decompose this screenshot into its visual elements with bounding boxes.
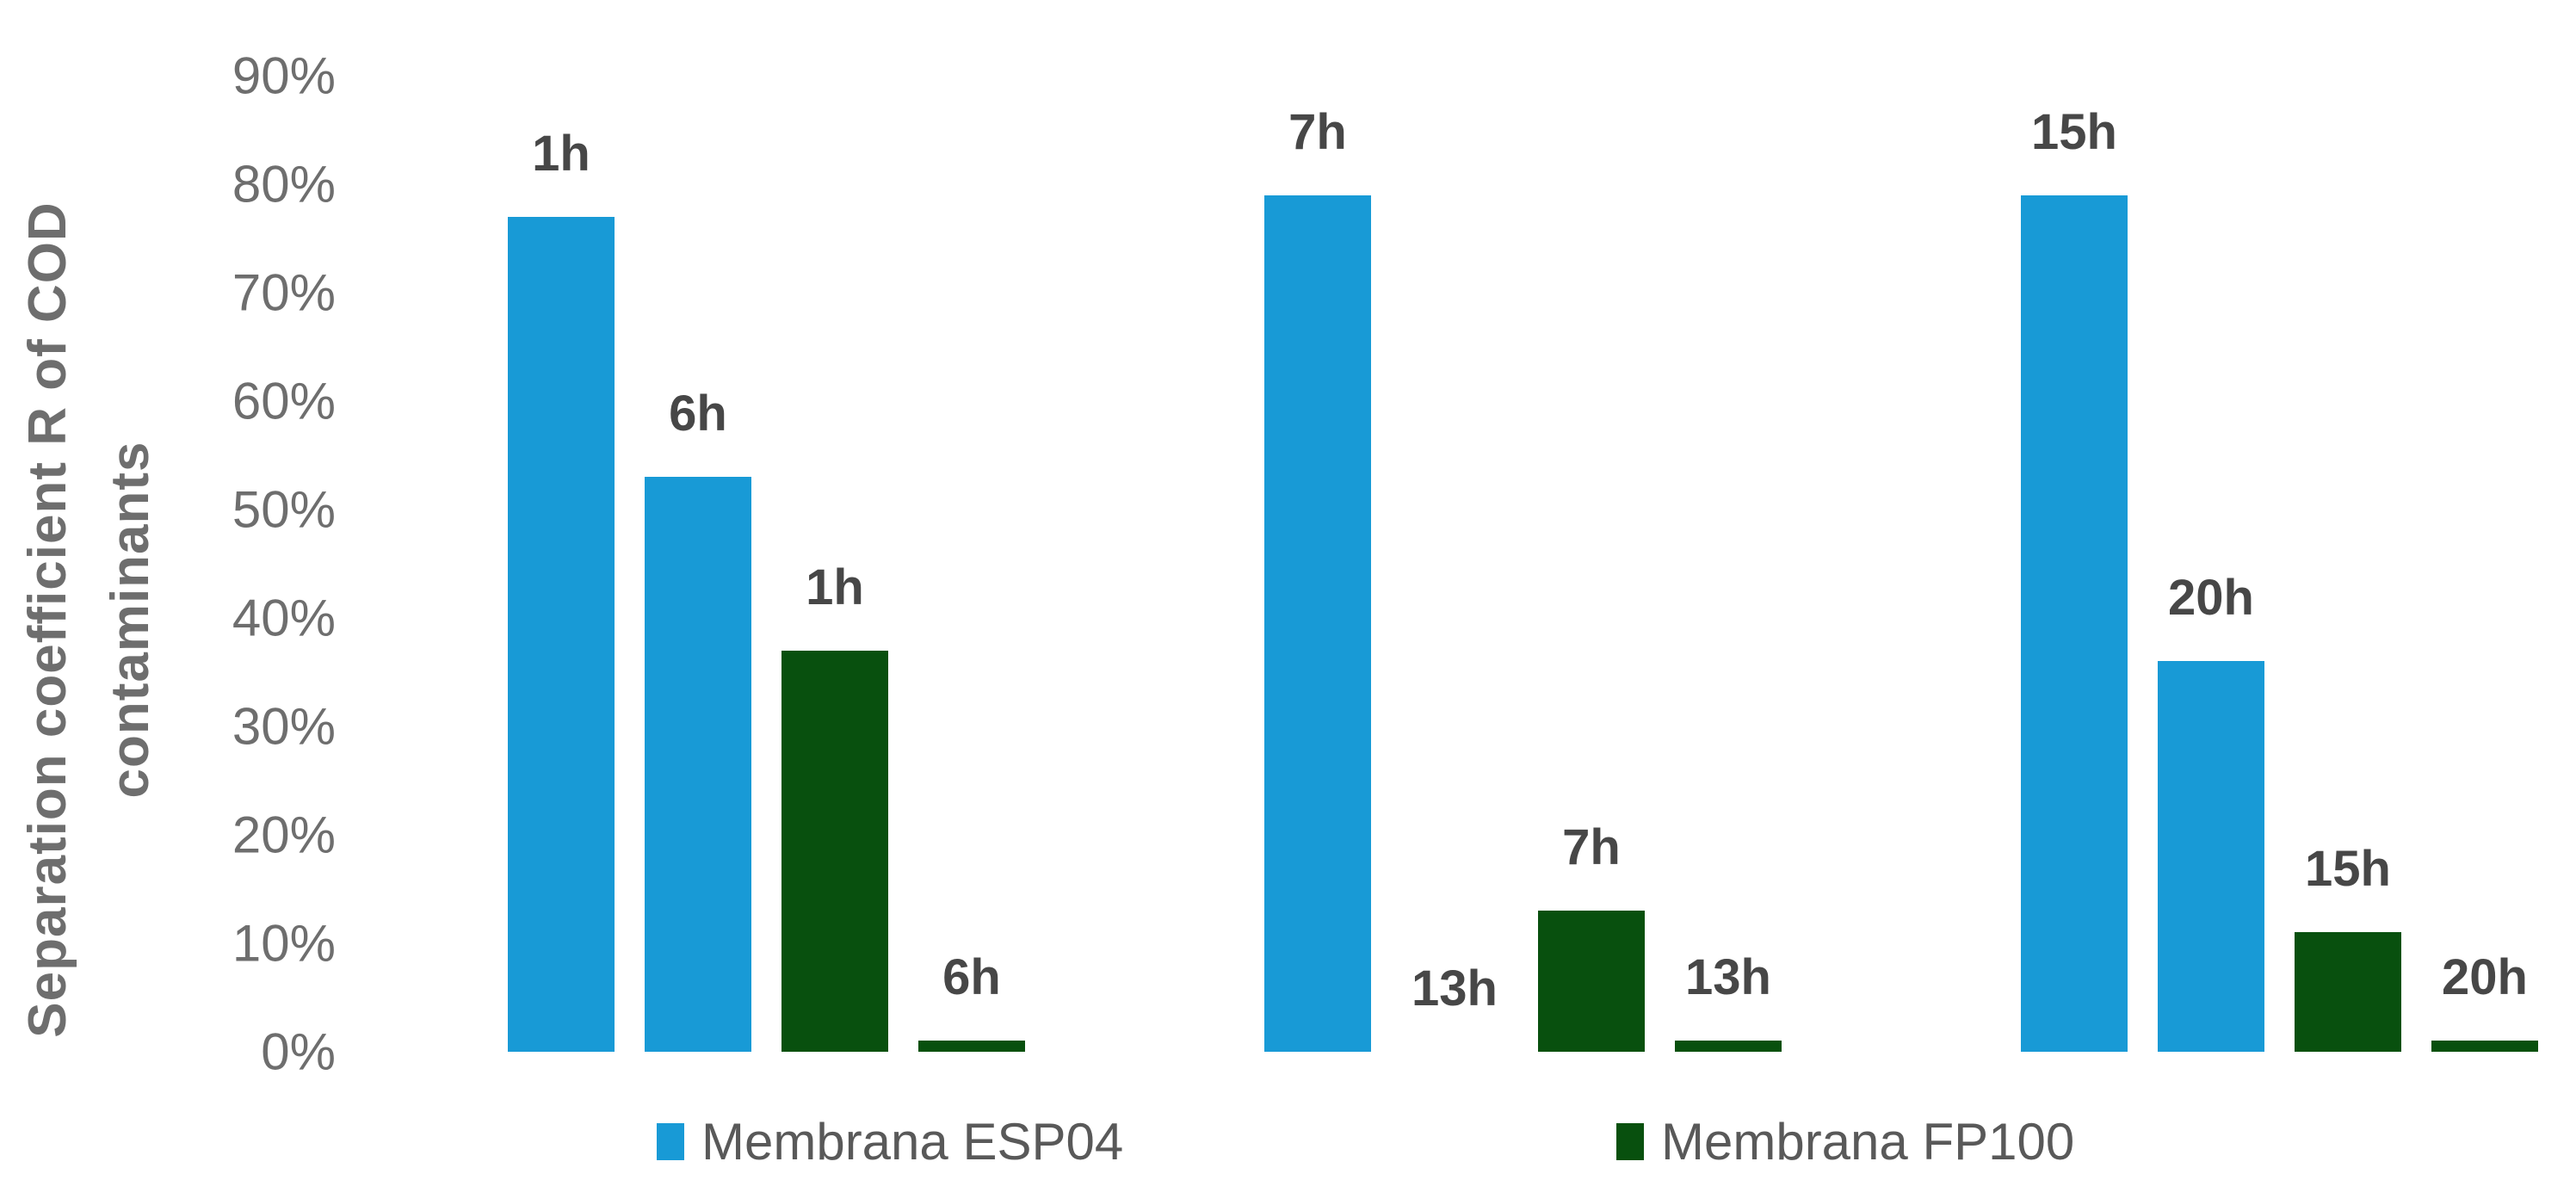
bar-value-label: 20h <box>2442 949 2528 1006</box>
bar-value-label: 7h <box>1562 819 1621 876</box>
y-axis-tick-label: 70% <box>232 263 336 322</box>
bar-slot: 13h <box>1675 76 1782 1052</box>
bar <box>781 650 888 1052</box>
y-axis-tick-label: 80% <box>232 155 336 213</box>
bar-slot: 15h <box>2295 76 2401 1052</box>
bar-slot: 15h <box>2021 76 2128 1052</box>
legend-label: Membrana ESP04 <box>701 1113 1124 1171</box>
bar <box>2021 195 2128 1052</box>
bar <box>1264 195 1371 1052</box>
bar-slot: 13h <box>1401 76 1508 1052</box>
y-axis-tick-label: 50% <box>232 480 336 539</box>
bar-value-label: 1h <box>532 125 590 182</box>
bar-group: 1h 6h 1h 6h <box>508 76 1025 1052</box>
bar <box>508 216 615 1052</box>
y-axis-tick-label: 0% <box>261 1022 336 1081</box>
bar-slot: 6h <box>645 76 751 1052</box>
bar-slot: 7h <box>1264 76 1371 1052</box>
bar-value-label: 6h <box>669 386 727 442</box>
legend-item: Membrana ESP04 <box>657 1112 1123 1171</box>
bar-value-label: 20h <box>2168 570 2254 627</box>
bar-slot: 6h <box>918 76 1025 1052</box>
bar-group: 7h 13h 7h 13h <box>1264 76 1782 1052</box>
legend-swatch-icon <box>1616 1123 1644 1160</box>
bar-slot: 20h <box>2431 76 2538 1052</box>
bar-group: 15h 20h 15h 20h <box>2021 76 2538 1052</box>
bar-value-label: 7h <box>1288 103 1347 160</box>
y-axis-tick-labels: 90% 80% 70% 60% 50% 40% 30% 20% 10% 0% <box>86 47 336 1081</box>
bar <box>2295 932 2401 1052</box>
bar-value-label: 13h <box>1685 949 1771 1006</box>
legend-label: Membrana FP100 <box>1661 1113 2075 1171</box>
bar-value-label: 15h <box>2305 841 2391 898</box>
y-axis-title-line-1: Separation coefficient R of COD <box>18 201 77 1038</box>
bar <box>645 477 751 1052</box>
bar <box>2431 1041 2538 1052</box>
legend-swatch-icon <box>657 1123 684 1160</box>
bar <box>1538 911 1645 1052</box>
bar-slot: 1h <box>508 76 615 1052</box>
bar-value-label: 15h <box>2031 103 2117 160</box>
y-axis-tick-label: 60% <box>232 372 336 430</box>
bar-slot: 20h <box>2158 76 2264 1052</box>
y-axis-tick-label: 10% <box>232 914 336 973</box>
y-axis-tick-label: 40% <box>232 589 336 647</box>
bar-value-label: 13h <box>1412 961 1498 1016</box>
legend-item: Membrana FP100 <box>1616 1112 2074 1171</box>
plot-area: 1h 6h 1h 6h 7h 13h 7h 13h 15h 20h 15h 20h <box>392 76 2576 1052</box>
y-axis-tick-label: 20% <box>232 806 336 864</box>
bar <box>918 1041 1025 1052</box>
bar-slot: 1h <box>781 76 888 1052</box>
y-axis-tick-label: 30% <box>232 697 336 756</box>
bar <box>1675 1041 1782 1052</box>
bar <box>2158 661 2264 1052</box>
bar-value-label: 6h <box>942 949 1001 1006</box>
y-axis-tick-label: 90% <box>232 46 336 105</box>
bar-value-label: 1h <box>806 559 864 615</box>
bar-slot: 7h <box>1538 76 1645 1052</box>
